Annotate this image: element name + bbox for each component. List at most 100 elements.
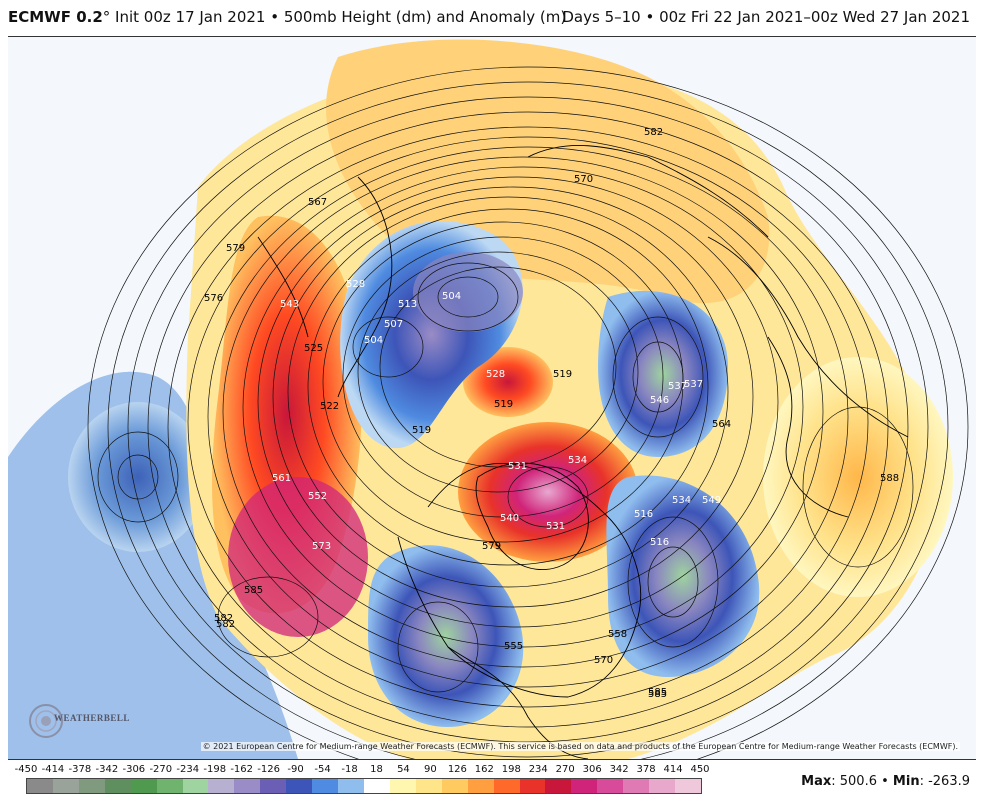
legend-swatch [675, 779, 701, 793]
legend-tick-label: 270 [555, 764, 575, 775]
legend-tick-label: 198 [501, 764, 521, 775]
contour-label: 555 [504, 641, 523, 652]
legend-tick-label: -18 [341, 764, 358, 775]
anomaly-west-ridge-core [228, 477, 368, 637]
legend-swatch [623, 779, 650, 793]
legend-tick-label: -162 [230, 764, 254, 775]
contour-label: 570 [574, 174, 593, 185]
legend-swatch [519, 779, 546, 793]
legend-tick-label: 450 [690, 764, 710, 775]
legend-tick-label: 126 [447, 764, 467, 775]
legend-tick-label: 414 [663, 764, 683, 775]
legend-tick-label: -450 [14, 764, 38, 775]
logo-text: WEATHERBELL [54, 713, 130, 723]
legend-swatch [182, 779, 209, 793]
legend-swatch [286, 779, 313, 793]
coastlines [257, 145, 909, 759]
contour-label: 552 [308, 491, 327, 502]
contour-label: 582 [216, 619, 235, 630]
legend-swatch [649, 779, 676, 793]
contour-label: 582 [644, 127, 663, 138]
legend-swatch [234, 779, 261, 793]
legend-swatch [363, 779, 390, 793]
contour-label: 504 [442, 291, 461, 302]
legend-swatch [27, 779, 53, 793]
contour-label: 546 [650, 395, 669, 406]
stats-separator: • [876, 774, 893, 789]
legend-swatch [52, 779, 79, 793]
contour-label: 540 [500, 513, 519, 524]
contour-label: 579 [226, 243, 245, 254]
contour-label: 504 [364, 335, 383, 346]
anomaly-legend: -450 -414 -378 -342 -306 -270 -234 -198 -162 -126… [14, 764, 710, 804]
anomaly-arctic-high [463, 347, 553, 417]
legend-swatch [130, 779, 157, 793]
legend-swatch [467, 779, 494, 793]
max-min-stats: Max: 500.6 • Min: -263.9 [801, 774, 970, 789]
legend-swatch [156, 779, 183, 793]
contour-label: 531 [508, 461, 527, 472]
legend-tick-label: -54 [314, 764, 331, 775]
contour-label: 564 [712, 419, 731, 430]
legend-swatch [493, 779, 520, 793]
max-value: : 500.6 [831, 774, 877, 789]
header-bar: ECMWF 0.2° Init 00z 17 Jan 2021 • 500mb … [0, 0, 984, 36]
forecast-map: 567 579 576 570 582 585 582 513 504 507 … [8, 36, 976, 760]
legend-tick-label: -234 [176, 764, 200, 775]
contour-label: 549 [702, 495, 721, 506]
legend-swatch [312, 779, 339, 793]
valid-period: Days 5–10 • 00z Fri 22 Jan 2021–00z Wed … [562, 8, 970, 26]
contour-label: 531 [546, 521, 565, 532]
legend-tick-label: -90 [287, 764, 304, 775]
init-time: Init 00z 17 Jan 2021 [110, 8, 266, 26]
legend-tick-label: -414 [41, 764, 65, 775]
contour-label: 516 [634, 509, 653, 520]
contour-label: 579 [482, 541, 501, 552]
anomaly-pacific-low [68, 402, 208, 552]
legend-swatch [415, 779, 442, 793]
contour-labels: 567 579 576 570 582 585 582 513 504 507 … [204, 127, 899, 700]
contour-label: 543 [280, 299, 299, 310]
contour-label: 507 [384, 319, 403, 330]
anomaly-us-trough [368, 545, 524, 727]
copyright-notice: © 2021 European Centre for Medium-range … [200, 742, 960, 751]
legend-swatch [338, 779, 364, 793]
legend-tick-label: 162 [474, 764, 494, 775]
legend-tick-label: 54 [397, 764, 410, 775]
contour-label: 561 [272, 473, 291, 484]
anomaly-siberia-core [413, 252, 523, 332]
legend-swatch [441, 779, 468, 793]
contour-label: 537 [668, 381, 687, 392]
legend-tick-label: -198 [203, 764, 227, 775]
contour-label: 570 [594, 655, 613, 666]
legend-tick-label: 90 [424, 764, 437, 775]
legend-tick-label: 378 [636, 764, 656, 775]
legend-tick-label: -270 [149, 764, 173, 775]
contour-label: 519 [494, 399, 513, 410]
legend-swatch [571, 779, 598, 793]
max-label: Max [801, 774, 832, 789]
contour-label: 528 [346, 279, 365, 290]
legend-swatch [545, 779, 572, 793]
model-name: ECMWF 0.2 [8, 8, 103, 26]
legend-tick-label: -306 [122, 764, 146, 775]
map-canvas: 567 579 576 570 582 585 582 513 504 507 … [8, 37, 976, 759]
weatherbell-logo: WEATHERBELL [24, 695, 129, 745]
contour-label: 534 [568, 455, 587, 466]
legend-tick-label: -126 [257, 764, 280, 775]
legend-swatch [597, 779, 624, 793]
legend-tick-label: 234 [528, 764, 548, 775]
legend-tick-label: -342 [95, 764, 119, 775]
legend-tick-label: -378 [68, 764, 92, 775]
contour-label: 522 [320, 401, 339, 412]
contour-label: 525 [304, 343, 323, 354]
contour-label: 585 [244, 585, 263, 596]
contour-label: 558 [608, 629, 627, 640]
contour-label: 585 [648, 689, 667, 700]
contour-label: 516 [650, 537, 669, 548]
legend-swatch [260, 779, 287, 793]
contour-label: 513 [398, 299, 417, 310]
title-separator: • [265, 8, 284, 26]
contour-label: 537 [684, 379, 703, 390]
contour-label: 582 [214, 613, 233, 624]
